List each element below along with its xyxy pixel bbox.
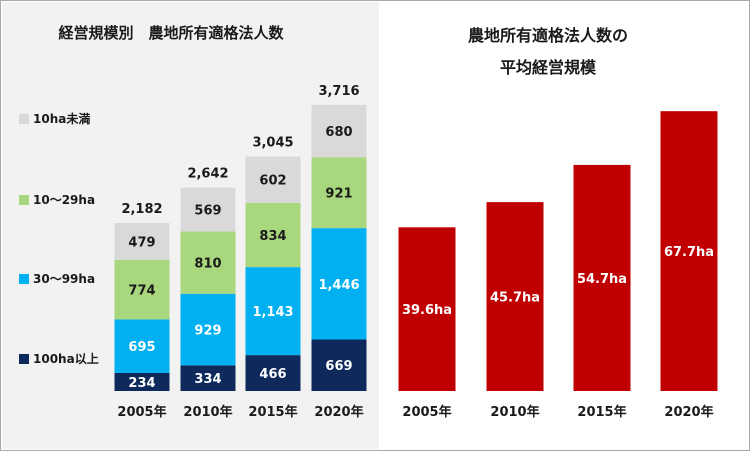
- left-chart-x-axis: 2005年 2010年 2015年 2020年: [117, 404, 363, 420]
- segment-value-label: 774: [128, 284, 155, 299]
- right-chart-title: 農地所有適格法人数の: [468, 26, 628, 45]
- x-tick-label: 2005年: [402, 404, 451, 420]
- average-value-label: 54.7ha: [577, 272, 627, 287]
- stacked-bar-segment: [311, 157, 367, 229]
- stacked-bar-segment: [114, 222, 170, 260]
- stacked-bar-segment: [114, 259, 170, 320]
- x-tick-label: 2015年: [248, 404, 297, 420]
- x-tick-label: 2010年: [490, 404, 539, 420]
- stacked-bar-segment: [311, 228, 367, 340]
- bar-total-label: 2,642: [187, 167, 228, 182]
- left-chart-plot: 234 695 774 479 2,182 334 929 810 569 2,642 466 1,1…: [114, 84, 367, 391]
- stacked-bar-segment: [180, 231, 236, 294]
- left-chart-legend: 10ha未満 10～29ha 30～99ha 100ha以上: [19, 111, 99, 366]
- legend-swatch: [19, 274, 29, 284]
- x-tick-label: 2010年: [183, 404, 232, 420]
- right-chart-subtitle: 平均経営規模: [500, 58, 597, 77]
- stacked-bar-segment: [114, 319, 170, 373]
- legend-swatch: [19, 195, 29, 205]
- x-tick-label: 2015年: [577, 404, 626, 420]
- average-bar: [660, 111, 718, 391]
- segment-value-label: 334: [194, 372, 221, 387]
- legend-swatch: [19, 354, 29, 364]
- stacked-bar-segment: [245, 156, 301, 203]
- segment-value-label: 1,143: [252, 305, 293, 320]
- left-chart-title: 経営規模別 農地所有適格法人数: [58, 24, 284, 42]
- segment-value-label: 810: [194, 257, 221, 272]
- segment-value-label: 479: [128, 235, 155, 250]
- legend-label: 10～29ha: [33, 193, 95, 207]
- average-value-label: 67.7ha: [664, 245, 714, 260]
- average-bar: [486, 202, 544, 391]
- right-chart-x-axis: 2005年 2010年 2015年 2020年: [402, 404, 713, 420]
- bar-total-label: 3,045: [252, 136, 293, 151]
- segment-value-label: 466: [259, 367, 286, 382]
- stacked-bar-segment: [311, 339, 367, 391]
- stacked-bar-segment: [180, 365, 236, 391]
- average-bar: [398, 227, 456, 391]
- segment-value-label: 1,446: [318, 278, 359, 293]
- average-value-label: 39.6ha: [402, 303, 452, 318]
- bar-total-label: 2,182: [121, 202, 162, 217]
- stacked-bar-segment: [311, 104, 367, 158]
- legend-label: 10ha未満: [33, 111, 90, 126]
- segment-value-label: 602: [259, 174, 286, 189]
- segment-value-label: 921: [325, 187, 352, 202]
- stacked-bar-segment: [180, 293, 236, 366]
- segment-value-label: 669: [325, 359, 352, 374]
- segment-value-label: 929: [194, 324, 221, 339]
- segment-value-label: 234: [128, 376, 155, 391]
- legend-label: 30～99ha: [33, 272, 95, 286]
- legend-swatch: [19, 114, 29, 124]
- stacked-bar-segment: [245, 202, 301, 268]
- stacked-bar-segment: [114, 372, 170, 391]
- average-value-label: 45.7ha: [490, 291, 540, 306]
- stacked-bar-segment: [245, 267, 301, 356]
- right-chart-plot: 39.6ha 45.7ha 54.7ha 67.7ha: [398, 111, 718, 391]
- bar-total-label: 3,716: [318, 84, 359, 99]
- segment-value-label: 834: [259, 229, 286, 244]
- stacked-bar-segment: [245, 355, 301, 391]
- x-tick-label: 2020年: [314, 404, 363, 420]
- segment-value-label: 695: [128, 340, 155, 355]
- x-tick-label: 2005年: [117, 404, 166, 420]
- legend-label: 100ha以上: [33, 351, 99, 366]
- segment-value-label: 680: [325, 125, 352, 140]
- stacked-bar-segment: [180, 187, 236, 232]
- average-bar: [573, 164, 631, 391]
- segment-value-label: 569: [194, 203, 221, 218]
- x-tick-label: 2020年: [664, 404, 713, 420]
